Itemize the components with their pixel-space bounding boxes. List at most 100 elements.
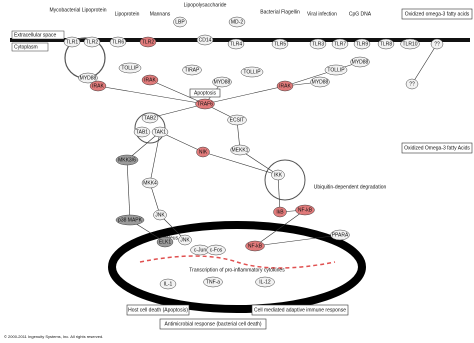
- gene-label: IRAK: [144, 77, 156, 83]
- gene-label: TOLLIP: [327, 67, 345, 73]
- gene-label: TLR8: [380, 41, 392, 47]
- gene-node: [309, 38, 327, 50]
- gene-label: TLR7: [334, 41, 346, 47]
- gene-label: NF-kB: [248, 243, 263, 249]
- gene-node: [212, 76, 232, 88]
- ligand-label: Mycobacterial Lipoprotein: [50, 7, 107, 13]
- process-box: [189, 88, 221, 98]
- gene-label: ECSIT: [230, 117, 245, 123]
- outcome-box: [251, 304, 349, 316]
- process-label: Ubiquitin-dependent degradation: [314, 184, 387, 190]
- gene-node: [227, 38, 245, 50]
- compartment-label: Cytoplasm: [14, 44, 38, 50]
- ligand-label: Lipoprotein: [115, 11, 140, 17]
- gene-node: [196, 34, 214, 46]
- gene-label: TLR2: [86, 39, 98, 45]
- gene-node: [240, 66, 264, 78]
- ligand-label: Viral infection: [307, 11, 337, 17]
- metabolite-box-label: Oxidized Omega-3 fatty Acids: [404, 145, 470, 151]
- edge: [159, 131, 204, 153]
- edge: [149, 182, 161, 216]
- gene-node: [109, 36, 127, 48]
- gene-node: [295, 204, 315, 216]
- edge: [97, 85, 206, 106]
- gene-label: MKK4: [143, 180, 157, 186]
- gene-node: [115, 154, 139, 166]
- ligand-label: CpG DNA: [349, 11, 372, 17]
- gene-label: TLR2: [142, 39, 154, 45]
- gene-node: [83, 36, 101, 48]
- gene-label: MEKK1: [232, 147, 249, 153]
- gene-label: IkB: [276, 209, 284, 215]
- gene-label: MD-2: [231, 19, 243, 25]
- compartment-box: [11, 30, 65, 40]
- gene-label: MYD88: [312, 79, 329, 85]
- gene-node: [141, 74, 159, 86]
- gene-node: [182, 64, 202, 76]
- gene-label: TLR6: [112, 39, 124, 45]
- outcome-box-label: Antimicrobial response (bacterial cell d…: [165, 321, 262, 327]
- gene-node: [151, 126, 169, 138]
- gene-node: [230, 144, 250, 156]
- gene-node: [196, 146, 210, 158]
- gene-node: [178, 234, 192, 246]
- edge: [149, 79, 206, 105]
- compartment-label: Extracellular space: [14, 32, 56, 38]
- gene-label: ??: [434, 41, 440, 47]
- gene-node: [115, 214, 145, 226]
- gene-label: TAB2: [144, 115, 156, 121]
- outcome-box: [126, 304, 190, 316]
- gene-label: MKK3/6: [118, 157, 136, 163]
- gene-node: [206, 244, 226, 256]
- gene-node: [78, 72, 98, 84]
- gene-label: IL-12: [259, 279, 271, 285]
- gene-label: JNK: [155, 212, 165, 218]
- edge: [126, 159, 132, 221]
- gene-node: [430, 38, 444, 50]
- gene-node: [353, 38, 371, 50]
- gene-node: [271, 169, 285, 181]
- edge: [148, 131, 161, 184]
- gene-node: [141, 112, 159, 124]
- edge: [254, 234, 341, 248]
- gene-label: TIRAP: [185, 67, 200, 73]
- gene-label: IRAK: [92, 83, 104, 89]
- gene-node: [405, 78, 419, 90]
- ligand-label: Lipopolysaccharide: [184, 2, 227, 8]
- gene-node: [400, 38, 420, 50]
- edge: [204, 85, 286, 105]
- gene-label: TOLLIP: [121, 65, 139, 71]
- nucleus: [108, 221, 366, 313]
- dna: [139, 255, 336, 269]
- edge: [159, 214, 186, 241]
- gene-node: [228, 16, 246, 28]
- gene-node: [377, 38, 395, 50]
- gene-node: [133, 126, 151, 138]
- gene-label: IRAK: [279, 83, 291, 89]
- process-box-label: Apoptosis: [194, 90, 216, 96]
- gene-node: [331, 38, 349, 50]
- gene-label: TLR10: [402, 41, 417, 47]
- metabolite-box: [401, 142, 473, 154]
- gene-label: MYD88: [80, 75, 97, 81]
- gene-label: MYD88: [214, 79, 231, 85]
- gene-node: [227, 114, 247, 126]
- gene-label: TLR9: [356, 41, 368, 47]
- gene-label: ELK1: [159, 239, 171, 245]
- gene-label: TLR5: [274, 41, 286, 47]
- gene-node: [245, 240, 265, 252]
- gene-label: MYD88: [352, 59, 369, 65]
- gene-label: TOLLIP: [243, 69, 261, 75]
- edge: [126, 131, 161, 161]
- metabolite-box: [401, 8, 473, 20]
- gene-node: [156, 236, 174, 248]
- edge: [254, 209, 306, 247]
- edge: [202, 151, 279, 176]
- compartment-box: [11, 42, 49, 52]
- gene-label: TLR4: [230, 41, 242, 47]
- edge: [284, 61, 361, 87]
- gene-node: [89, 80, 107, 92]
- gene-node: [276, 80, 294, 92]
- edge: [149, 103, 206, 119]
